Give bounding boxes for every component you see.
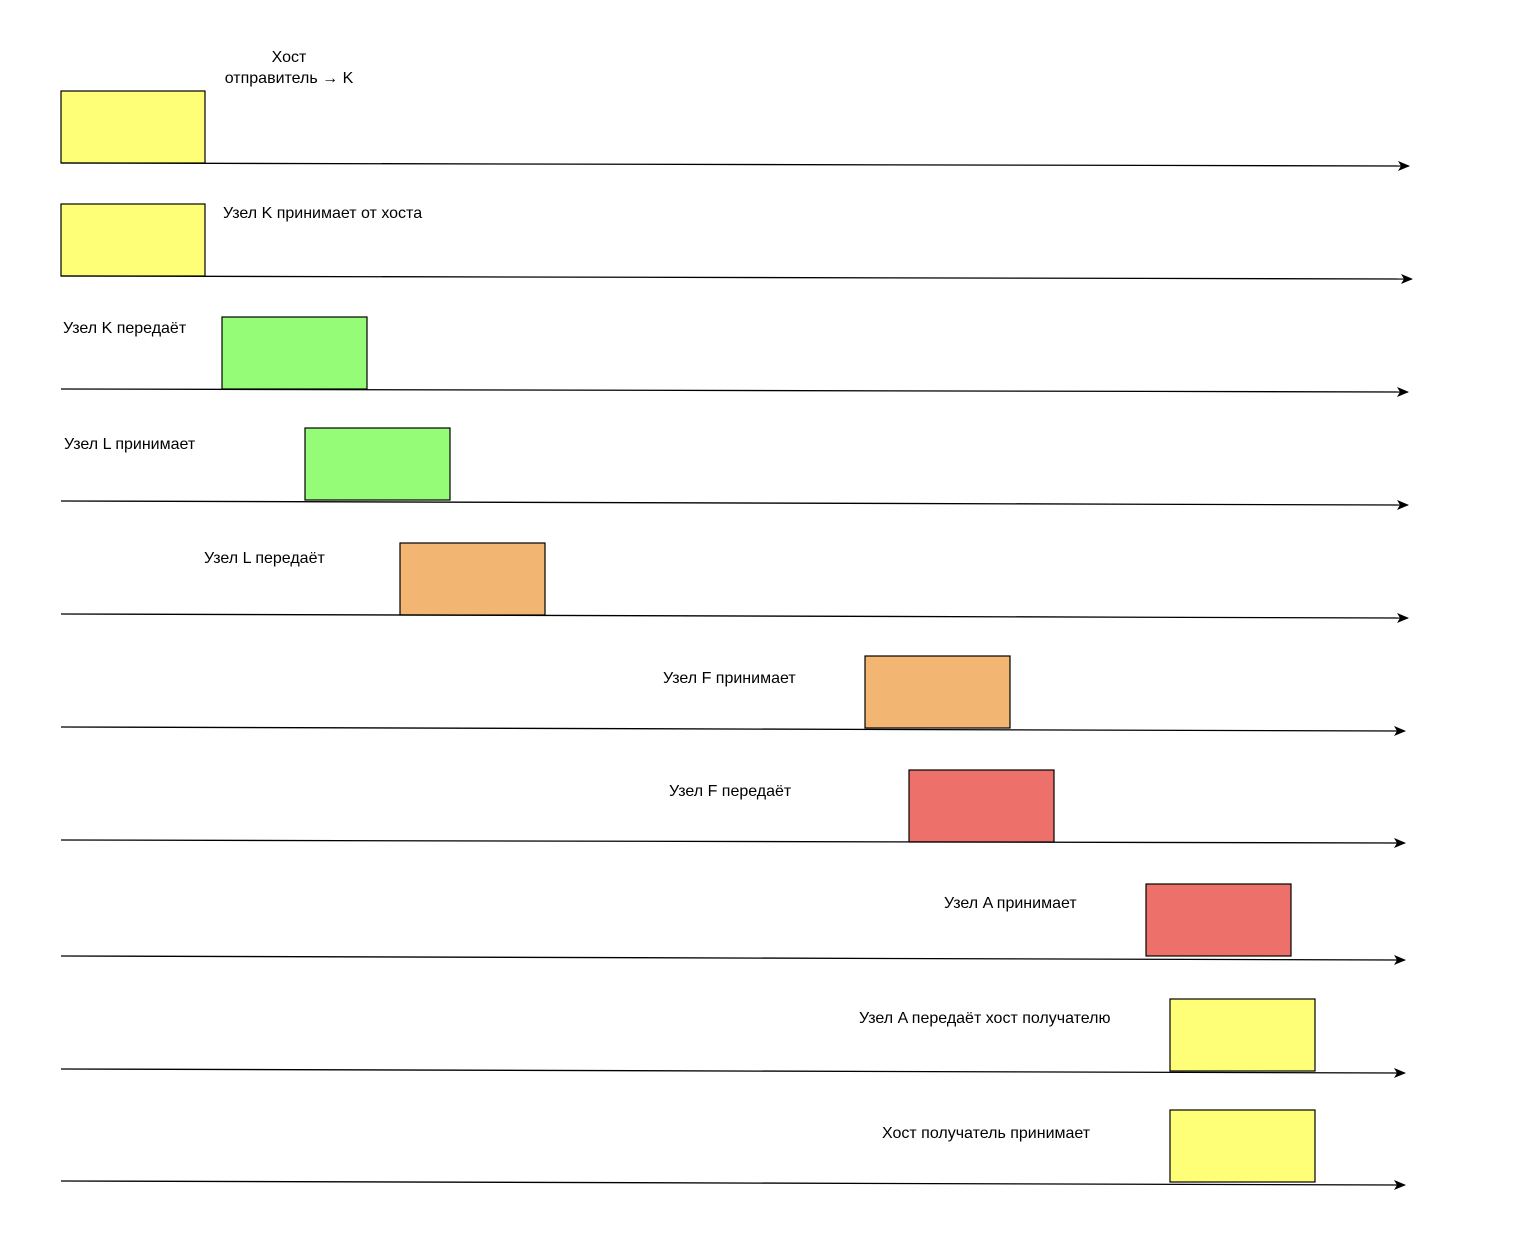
lane-3-label-line-1: Узел K передаёт [63,320,187,337]
lane-9-box [1169,998,1316,1072]
lane-9: Узел A передаёт хост получателю [60,998,1406,1078]
lane-8-box [1145,883,1292,957]
lane-4-timeline-arrow [60,499,1409,510]
lane-1-label: Хост отправитель → K [225,49,354,87]
lane-1: Хост отправитель → K [60,49,1410,171]
lane-9-timeline-arrow [60,1067,1406,1078]
lane-7: Узел F передаёт [60,769,1406,848]
lane-9-label: Узел A передаёт хост получателю [859,1010,1111,1027]
lane-2-label: Узел K принимает от хоста [223,205,422,222]
lane-1-timeline-arrow [60,160,1410,171]
lane-8-timeline-arrow [60,954,1406,965]
lane-1-box [60,90,206,164]
lane-3-label: Узел K передаёт [63,320,187,337]
lane-8: Узел A принимает [60,883,1406,965]
lane-6: Узел F принимает [60,655,1406,736]
lane-7-label-line-1: Узел F передаёт [669,783,792,800]
lane-6-label: Узел F принимает [663,670,796,687]
lane-10: Хост получатель принимает [60,1109,1406,1190]
lane-8-label: Узел A принимает [944,895,1077,912]
lane-9-label-line-1: Узел A передаёт хост получателю [859,1010,1111,1027]
lane-6-timeline-arrow [60,725,1406,736]
lanes: Хост отправитель → K Узел K принимает от х… [60,49,1413,1190]
lane-8-label-line-1: Узел A принимает [944,895,1077,912]
lane-4-box [304,427,451,501]
lane-10-timeline-arrow [60,1179,1406,1190]
lane-3-timeline-arrow [60,386,1409,397]
lane-10-label-line-1: Хост получатель принимает [882,1125,1091,1142]
lane-7-box [908,769,1055,843]
lane-5-box [399,542,546,616]
lane-6-box [864,655,1011,729]
lane-10-label: Хост получатель принимает [882,1125,1091,1142]
lane-4-label: Узел L принимает [64,436,196,453]
lane-1-label-line-1: Хост [272,49,307,66]
lane-5-label: Узел L передаёт [204,550,325,567]
lane-1-label-line-2: отправитель → K [225,70,354,87]
lane-2: Узел K принимает от хоста [60,203,1413,284]
lane-2-timeline-arrow [60,273,1413,284]
lane-4: Узел L принимает [60,427,1409,510]
lane-7-timeline-arrow [60,837,1406,848]
lane-5-timeline-arrow [60,612,1409,623]
lane-3: Узел K передаёт [60,316,1409,397]
lane-6-label-line-1: Узел F принимает [663,670,796,687]
lane-5-label-line-1: Узел L передаёт [204,550,325,567]
lane-2-label-line-1: Узел K принимает от хоста [223,205,422,222]
lane-4-label-line-1: Узел L принимает [64,436,196,453]
lane-2-box [60,203,206,277]
lane-3-box [221,316,368,390]
lane-5: Узел L передаёт [60,542,1409,623]
lane-10-box [1169,1109,1316,1183]
lane-7-label: Узел F передаёт [669,783,792,800]
